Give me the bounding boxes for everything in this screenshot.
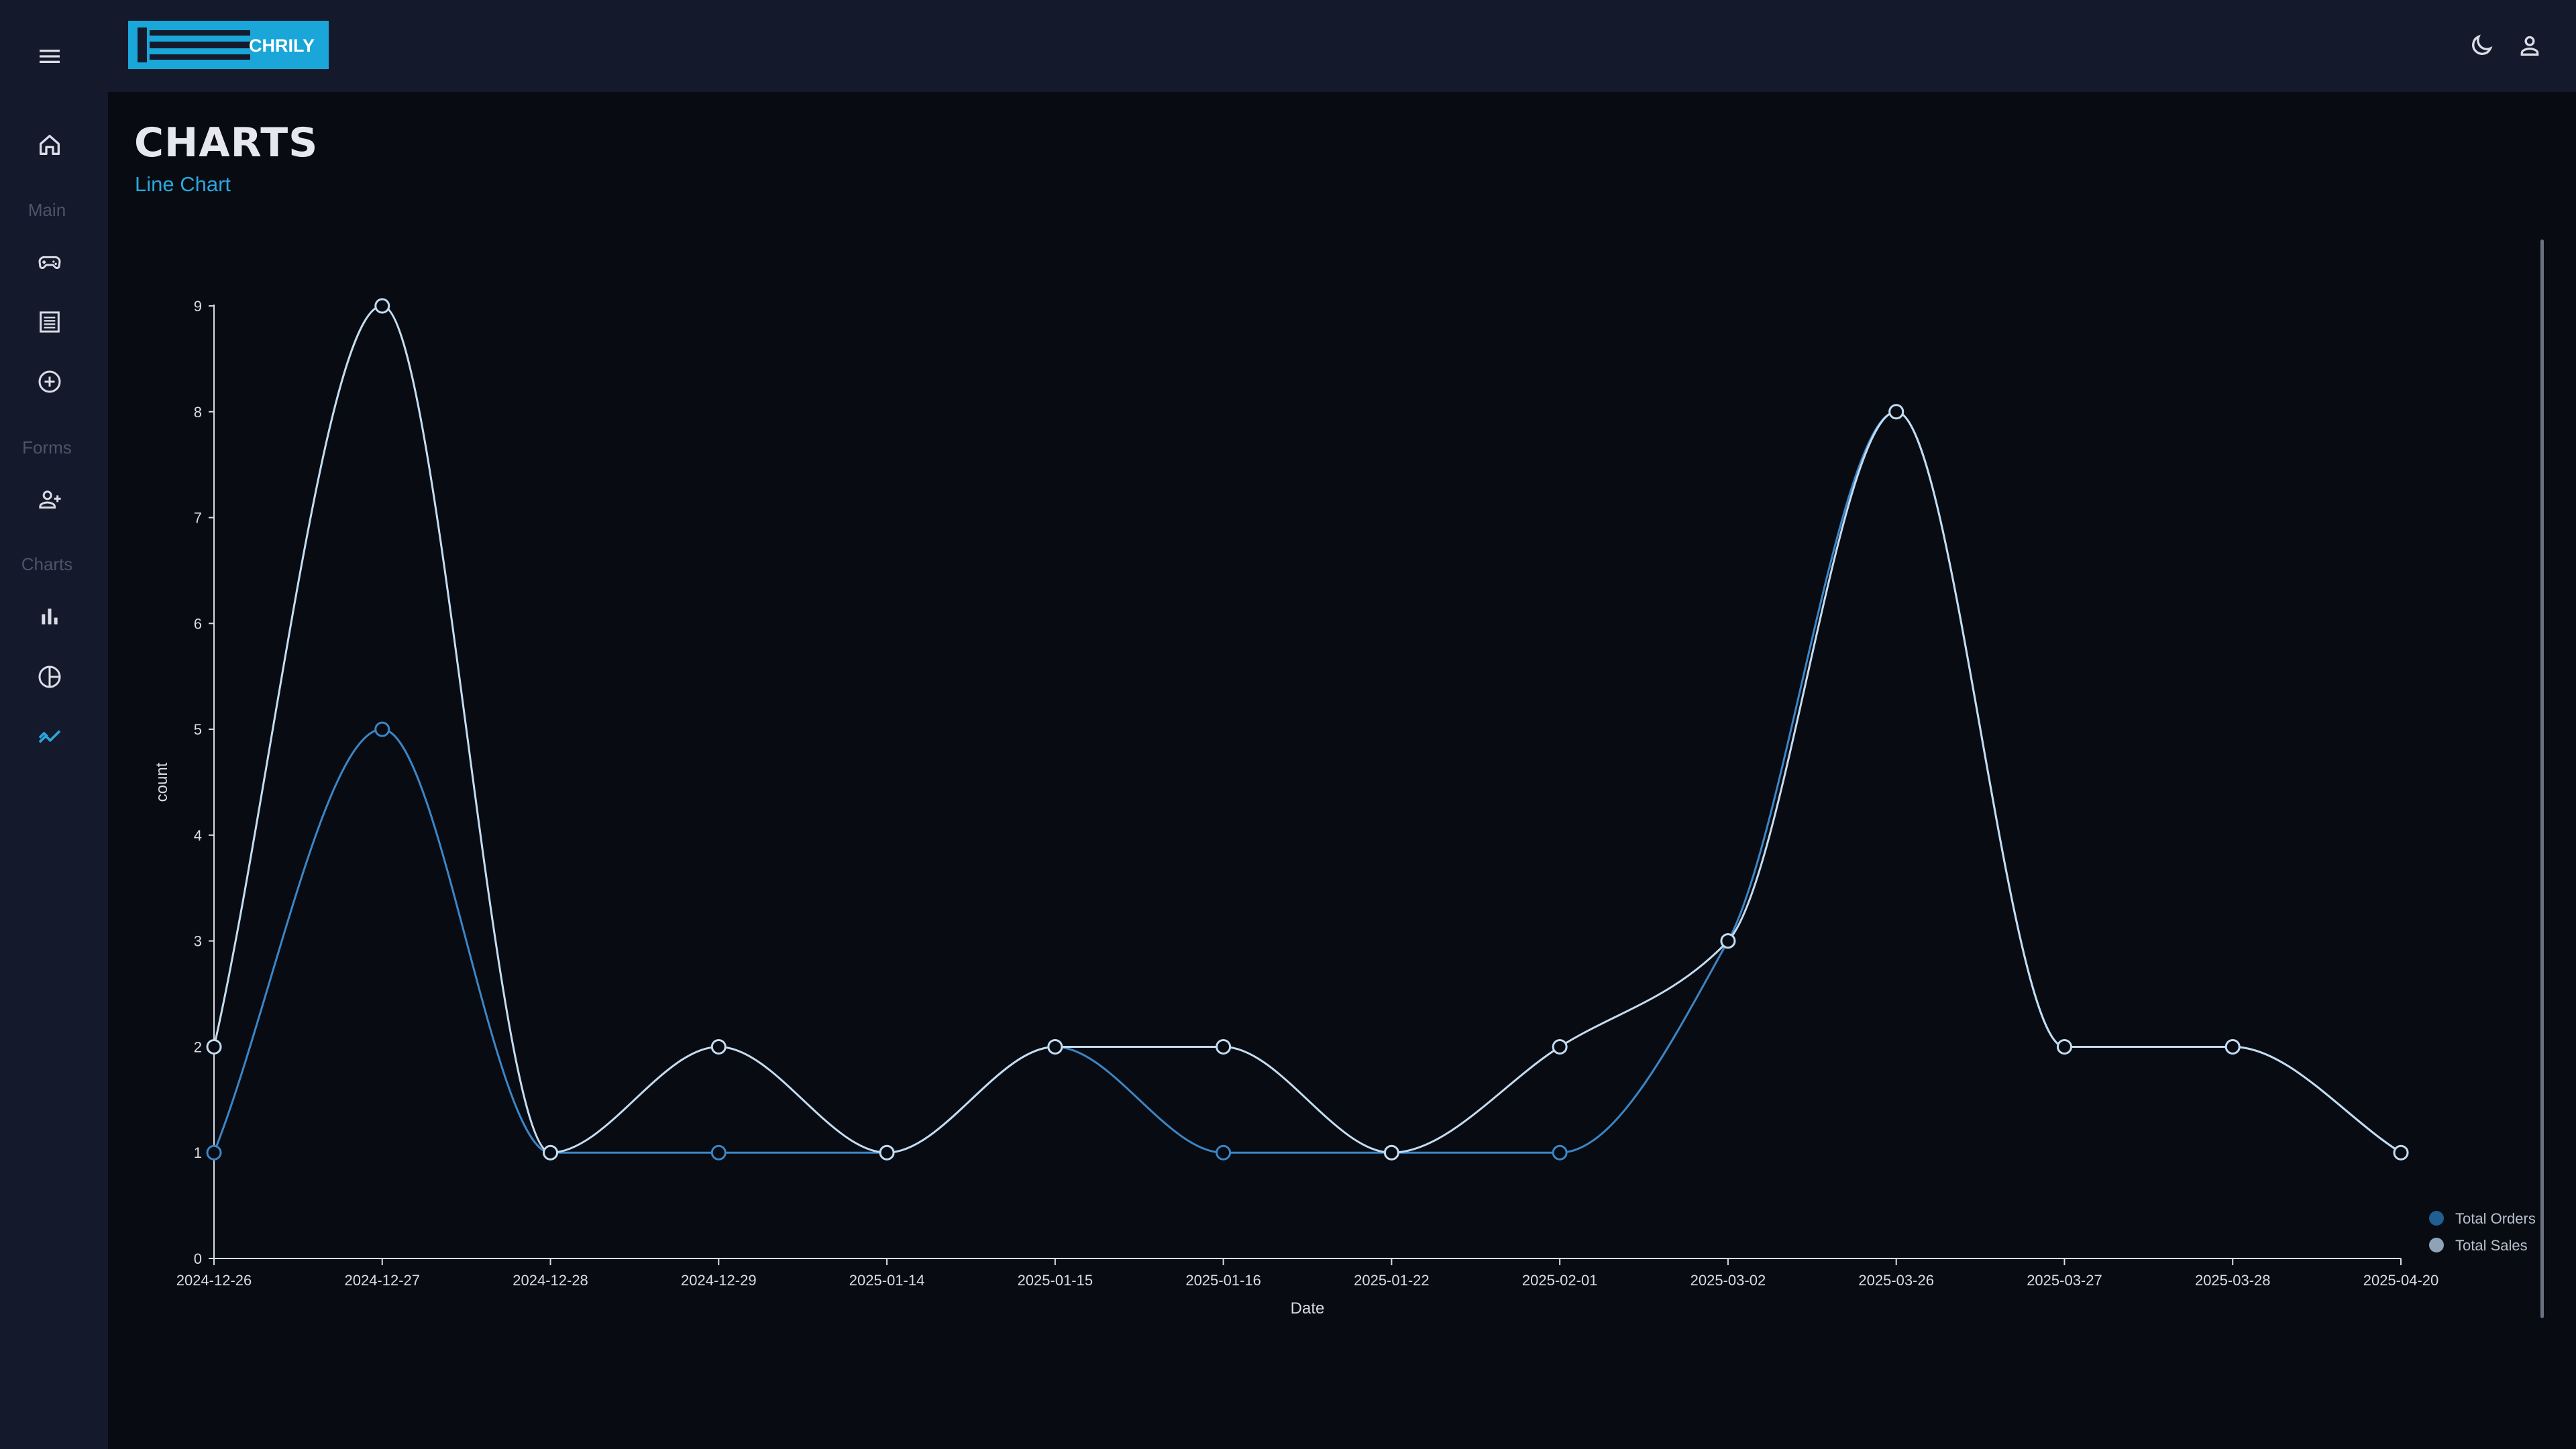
data-point-total-sales	[1721, 934, 1735, 948]
menu-button[interactable]	[23, 30, 76, 83]
sidebar-item-games[interactable]	[23, 235, 76, 288]
sidebar-section-forms: Forms	[0, 437, 94, 458]
data-point-total-sales	[1049, 1040, 1062, 1053]
sidebar-item-pie-chart[interactable]	[23, 650, 76, 704]
data-point-total-sales	[544, 1146, 557, 1159]
x-tick-label: 2025-01-14	[849, 1272, 925, 1289]
brand-logo[interactable]: CHRILY	[128, 21, 329, 69]
y-tick-label: 4	[194, 827, 202, 844]
bar-chart-icon	[36, 603, 63, 630]
add-circle-icon	[36, 368, 63, 395]
data-point-total-orders	[712, 1146, 725, 1159]
x-tick-label: 2024-12-26	[176, 1272, 252, 1289]
data-point-total-sales	[207, 1040, 221, 1053]
profile-button[interactable]	[2503, 19, 2557, 72]
data-point-total-sales	[1217, 1040, 1230, 1053]
x-tick-label: 2025-02-01	[1522, 1272, 1598, 1289]
hamburger-menu-icon	[36, 43, 63, 70]
page-subtitle: Line Chart	[135, 172, 231, 197]
x-tick-label: 2025-03-26	[1858, 1272, 1934, 1289]
y-tick-label: 2	[194, 1038, 202, 1055]
legend-label-total-orders: Total Orders	[2455, 1210, 2536, 1227]
data-point-total-sales	[2394, 1146, 2408, 1159]
data-point-total-orders	[207, 1146, 221, 1159]
y-tick-label: 1	[194, 1144, 202, 1161]
x-tick-label: 2025-03-02	[1690, 1272, 1766, 1289]
moon-icon	[2468, 32, 2495, 59]
sidebar-item-bar-chart[interactable]	[23, 590, 76, 643]
y-tick-label: 0	[194, 1250, 202, 1267]
x-tick-label: 2024-12-29	[681, 1272, 757, 1289]
y-tick-label: 9	[194, 298, 202, 315]
data-point-total-sales	[880, 1146, 894, 1159]
person-add-icon	[36, 486, 63, 513]
y-tick-label: 3	[194, 933, 202, 950]
x-tick-label: 2024-12-27	[344, 1272, 420, 1289]
top-app-bar	[0, 0, 2576, 92]
legend-marker-total-orders	[2429, 1211, 2444, 1226]
sidebar-section-charts: Charts	[0, 554, 94, 575]
y-tick-label: 7	[194, 510, 202, 527]
x-tick-label: 2025-01-15	[1018, 1272, 1093, 1289]
data-point-total-orders	[376, 722, 389, 736]
x-tick-label: 2025-01-22	[1354, 1272, 1430, 1289]
pie-chart-icon	[36, 663, 63, 690]
data-point-total-orders	[1217, 1146, 1230, 1159]
line-chart-icon	[36, 723, 63, 750]
data-point-total-sales	[376, 299, 389, 313]
x-tick-label: 2025-03-28	[2195, 1272, 2271, 1289]
y-tick-label: 6	[194, 615, 202, 632]
x-tick-label: 2025-03-27	[2027, 1272, 2102, 1289]
y-tick-label: 8	[194, 404, 202, 421]
sidebar-item-home[interactable]	[23, 118, 76, 172]
legend-marker-total-sales	[2429, 1238, 2444, 1252]
x-tick-label: 2024-12-28	[513, 1272, 588, 1289]
y-tick-label: 5	[194, 721, 202, 738]
data-point-total-sales	[1553, 1040, 1566, 1053]
x-axis-label: Date	[1291, 1299, 1325, 1318]
data-point-total-sales	[1890, 405, 1903, 419]
sidebar-section-main: Main	[0, 200, 94, 221]
theme-toggle-button[interactable]	[2455, 19, 2508, 72]
y-axis-label: count	[153, 762, 171, 802]
data-point-total-sales	[1385, 1146, 1398, 1159]
sidebar-item-add[interactable]	[23, 355, 76, 409]
home-icon	[36, 131, 63, 158]
data-point-total-sales	[2057, 1040, 2071, 1053]
page-title: CHARTS	[134, 119, 318, 166]
data-point-total-sales	[2226, 1040, 2239, 1053]
logo-text: CHRILY	[249, 36, 315, 56]
data-point-total-orders	[1553, 1146, 1566, 1159]
legend-label-total-sales: Total Sales	[2455, 1237, 2528, 1254]
sidebar-item-list[interactable]	[23, 295, 76, 349]
sidebar-item-add-user[interactable]	[23, 473, 76, 527]
person-icon	[2516, 32, 2543, 59]
x-tick-label: 2025-04-20	[2363, 1272, 2439, 1289]
list-icon	[36, 309, 63, 335]
gamepad-icon	[36, 248, 63, 275]
main-content	[108, 92, 2576, 1449]
sidebar-item-line-chart[interactable]	[23, 710, 76, 763]
scrollbar[interactable]	[2540, 239, 2544, 1318]
x-tick-label: 2025-01-16	[1185, 1272, 1261, 1289]
data-point-total-sales	[712, 1040, 725, 1053]
